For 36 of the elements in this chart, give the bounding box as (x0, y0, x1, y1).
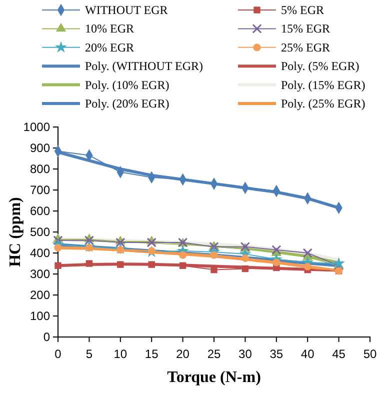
y-axis-title: HC (ppm) (7, 197, 24, 267)
x-tick-label: 20 (176, 347, 190, 362)
legend-label: Poly. (20% EGR) (85, 96, 170, 110)
y-tick-label: 0 (43, 330, 50, 344)
x-tick-label: 50 (363, 347, 377, 362)
legend-label: 15% EGR (281, 22, 330, 36)
y-tick-label: 1000 (23, 120, 50, 134)
x-tick-label: 45 (332, 347, 346, 362)
legend-label: 10% EGR (85, 22, 134, 36)
y-tick-label: 900 (30, 140, 50, 155)
legend-label: 20% EGR (85, 40, 134, 54)
legend-label: Poly. (5% EGR) (281, 59, 360, 74)
y-tick-label: 500 (30, 224, 50, 239)
y-tick-label: 700 (30, 182, 50, 197)
x-tick-label: 5 (86, 347, 93, 362)
legend-label: Poly. (25% EGR) (281, 96, 366, 110)
x-tick-label: 0 (54, 347, 62, 362)
legend-label: 25% EGR (281, 40, 330, 54)
x-tick-label: 40 (300, 347, 315, 362)
y-tick-label: 800 (30, 162, 50, 176)
x-tick-label: 15 (144, 347, 159, 362)
x-tick-label: 25 (207, 347, 221, 362)
legend-label: WITHOUT EGR (85, 3, 168, 17)
y-tick-label: 300 (30, 266, 50, 281)
legend-label: Poly. (15% EGR) (281, 78, 366, 92)
x-tick-label: 35 (270, 347, 284, 362)
y-tick-label: 400 (30, 246, 50, 260)
x-tick-label: 10 (114, 347, 128, 362)
x-axis-title: Torque (N-m) (167, 369, 261, 386)
y-tick-label: 200 (30, 288, 50, 302)
legend-label: Poly. (10% EGR) (85, 78, 170, 92)
x-tick-label: 30 (238, 347, 252, 362)
legend-label: 5% EGR (281, 3, 324, 17)
legend-label: Poly. (WITHOUT EGR) (85, 59, 203, 74)
y-tick-label: 600 (30, 204, 50, 218)
y-tick-label: 100 (30, 308, 50, 323)
